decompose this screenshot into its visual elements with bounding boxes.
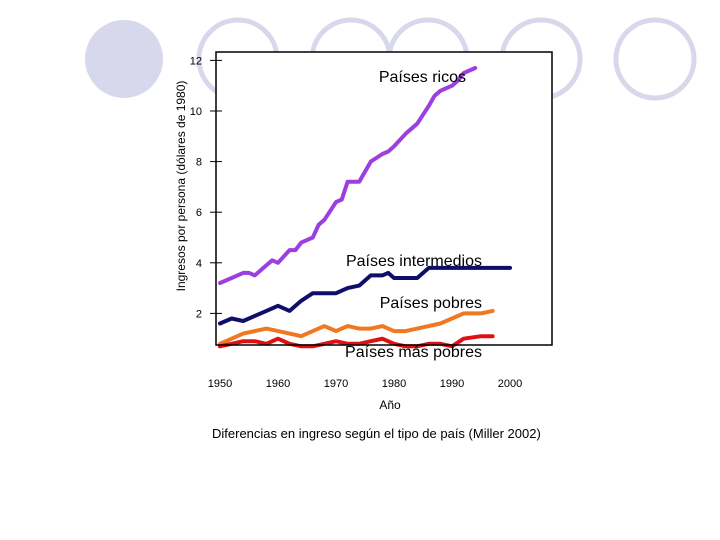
figure-caption: Diferencias en ingreso según el tipo de … [212,426,541,441]
x-tick-label: 1960 [266,378,290,390]
plot-background [216,52,552,345]
plot-frame [215,51,553,346]
y-tick-label: 8 [196,157,202,169]
x-axis-title: Año [379,398,401,412]
series-line-rich [218,66,478,285]
series-line-middle [218,265,512,326]
y-tick-label: 12 [190,55,202,67]
series-layer [218,66,512,349]
series-label-poor: Países pobres [380,295,482,312]
x-tick-label: 1980 [382,378,406,390]
series-label-rich: Países ricos [379,69,466,86]
x-tick-label: 1950 [208,378,232,390]
y-tick-label: 6 [196,207,202,219]
y-axis-ticks: 2 4 6 8 10 12 [190,55,222,320]
series-label-middle: Países intermedios [346,253,482,270]
y-tick-label: 4 [196,258,202,270]
y-axis-title: Ingresos por persona (dólares de 1980) [174,81,188,292]
y-tick-label: 10 [190,106,202,118]
x-tick-label: 2000 [498,378,522,390]
x-axis-ticks: 1950 1960 1970 1980 1990 2000 [208,378,522,390]
series-line-poorest [218,334,495,349]
series-line-poor [218,308,495,346]
x-tick-label: 1970 [324,378,348,390]
y-tick-label: 2 [196,308,202,320]
series-label-poorest: Países más pobres [345,344,482,361]
x-tick-label: 1990 [440,378,464,390]
decorative-circle-outline [613,17,697,101]
decorative-circle-filled [85,20,163,98]
